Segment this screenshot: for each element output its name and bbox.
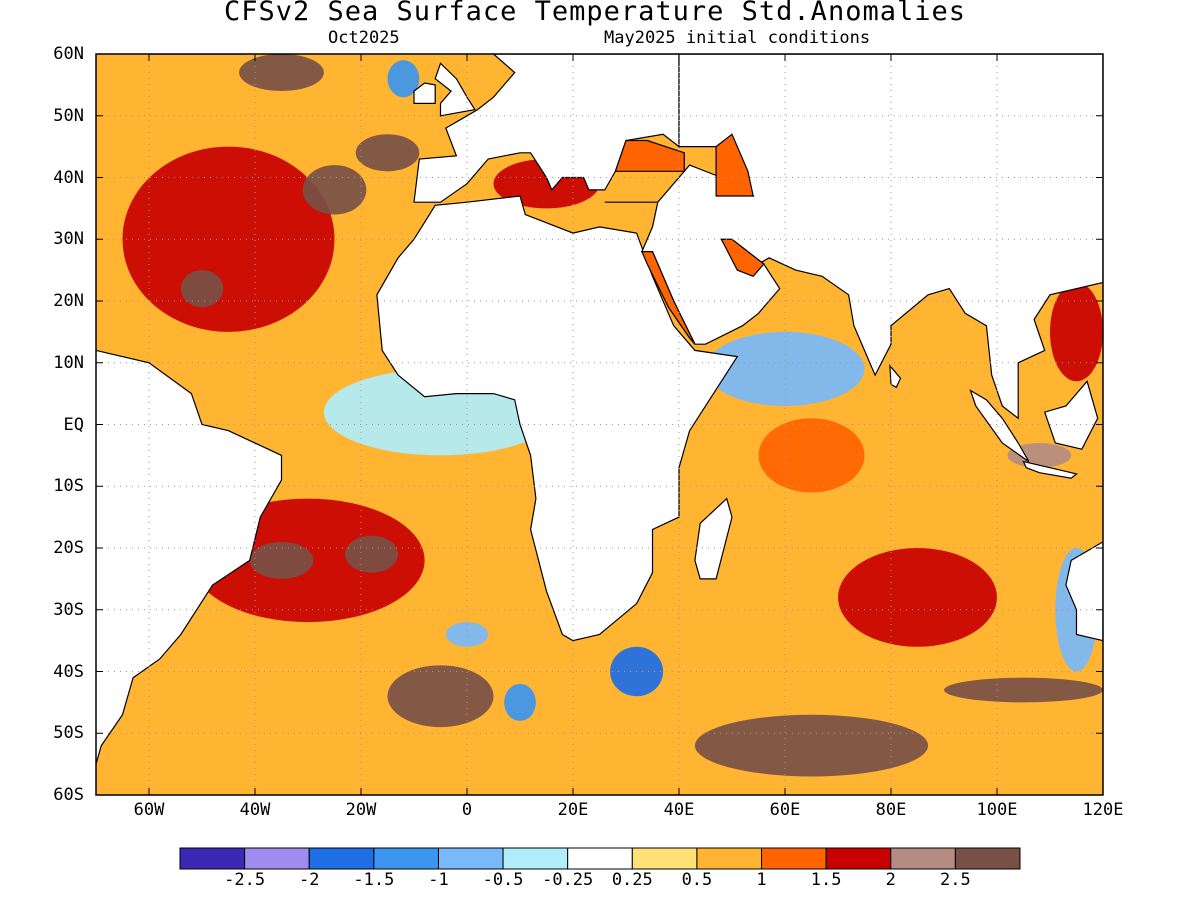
lat-label: 60N <box>53 44 84 64</box>
lon-label: 60E <box>769 800 801 820</box>
caspian-sea <box>715 133 754 197</box>
anomaly-region <box>445 622 489 647</box>
anomaly-region <box>944 677 1103 703</box>
colorbar-swatch <box>502 847 569 870</box>
ireland-landmass <box>413 82 436 104</box>
anomaly-region <box>504 683 536 721</box>
colorbar-swatch <box>437 847 504 870</box>
black-sea <box>614 139 685 172</box>
lat-label: 40N <box>53 167 84 188</box>
south-america-landmass <box>96 349 283 765</box>
target-month-label: Oct2025 <box>328 28 400 48</box>
persian-gulf <box>720 238 765 278</box>
landmasses <box>96 14 1103 765</box>
lon-label: 120E <box>1082 800 1124 820</box>
colorbar-swatch <box>825 847 892 870</box>
iceland-landmass <box>340 14 393 29</box>
java-landmass <box>1022 460 1078 479</box>
lat-label: 50S <box>53 723 84 744</box>
lon-label: 40E <box>663 800 695 820</box>
colorbar-swatch <box>696 847 763 870</box>
lat-label: 40S <box>53 661 84 682</box>
sumatra-landmass <box>969 389 1030 463</box>
colorbar-label: -2 <box>298 870 320 890</box>
anomaly-region <box>838 548 997 647</box>
lon-label: 40W <box>239 800 271 820</box>
colorbar-swatch <box>308 847 375 870</box>
lon-label: 100E <box>976 800 1018 820</box>
lon-label: 0 <box>461 800 473 820</box>
anomaly-region <box>345 535 399 573</box>
anomaly-region <box>180 270 224 308</box>
colorbar <box>179 847 1021 870</box>
colorbar-swatch <box>244 847 310 870</box>
colorbar-label: 2 <box>885 870 896 890</box>
colorbar-label: 0.5 <box>681 870 713 890</box>
lat-label: 20S <box>53 538 84 558</box>
colorbar-label: -1.5 <box>353 870 395 890</box>
lat-label: 20N <box>53 291 84 311</box>
colorbar-label: 1 <box>756 870 767 890</box>
anomaly-region <box>1050 282 1103 382</box>
colorbar-label: 1.5 <box>810 870 842 890</box>
anomaly-region <box>239 54 324 92</box>
lon-label: 60W <box>133 800 165 820</box>
lon-label: 20W <box>345 800 377 820</box>
colorbar-swatch <box>373 847 439 870</box>
anomaly-region <box>387 665 494 728</box>
lat-label: 30N <box>53 229 84 250</box>
lat-label: 50N <box>53 105 84 126</box>
africa-landmass <box>376 195 739 642</box>
initial-conditions-label: May2025 initial conditions <box>604 28 871 48</box>
colorbar-label: -1 <box>428 870 449 890</box>
axis-ticks <box>96 53 1104 796</box>
lat-label: 60S <box>53 785 84 805</box>
colorbar-swatch <box>761 847 827 870</box>
anomaly-region <box>355 134 420 172</box>
colorbar-label: 2.5 <box>940 870 971 890</box>
lon-label: 80E <box>875 800 907 820</box>
colorbar-swatch <box>567 847 633 870</box>
colorbar-label: -2.5 <box>224 870 266 890</box>
colorbar-swatch <box>890 847 956 870</box>
anomaly-region <box>705 331 865 406</box>
colorbar-label: -0.5 <box>482 870 524 890</box>
colorbar-swatch <box>179 847 246 870</box>
colorbar-swatch <box>631 847 698 870</box>
britain-landmass <box>434 62 476 117</box>
anomaly-region <box>758 418 865 493</box>
greenland-landmass <box>148 54 246 55</box>
lon-label: 20E <box>557 800 589 820</box>
australia-landmass <box>1065 541 1103 642</box>
lat-label: EQ <box>63 414 84 435</box>
colorbar-swatch <box>954 847 1021 870</box>
colorbar-label: -0.25 <box>542 870 594 890</box>
lat-label: 10N <box>53 352 84 373</box>
anomaly-region <box>694 714 929 777</box>
anomaly-region <box>387 60 420 98</box>
lat-label: 30S <box>53 599 84 620</box>
anomaly-region <box>302 165 367 215</box>
red-sea <box>640 251 696 345</box>
chart-title: CFSv2 Sea Surface Temperature Std.Anomal… <box>224 0 966 27</box>
madagascar-landmass <box>694 497 733 580</box>
anomaly-region <box>249 541 314 579</box>
borneo-landmass <box>1043 380 1099 450</box>
lat-label: 10S <box>53 476 84 497</box>
colorbar-label: 0.25 <box>611 870 653 890</box>
